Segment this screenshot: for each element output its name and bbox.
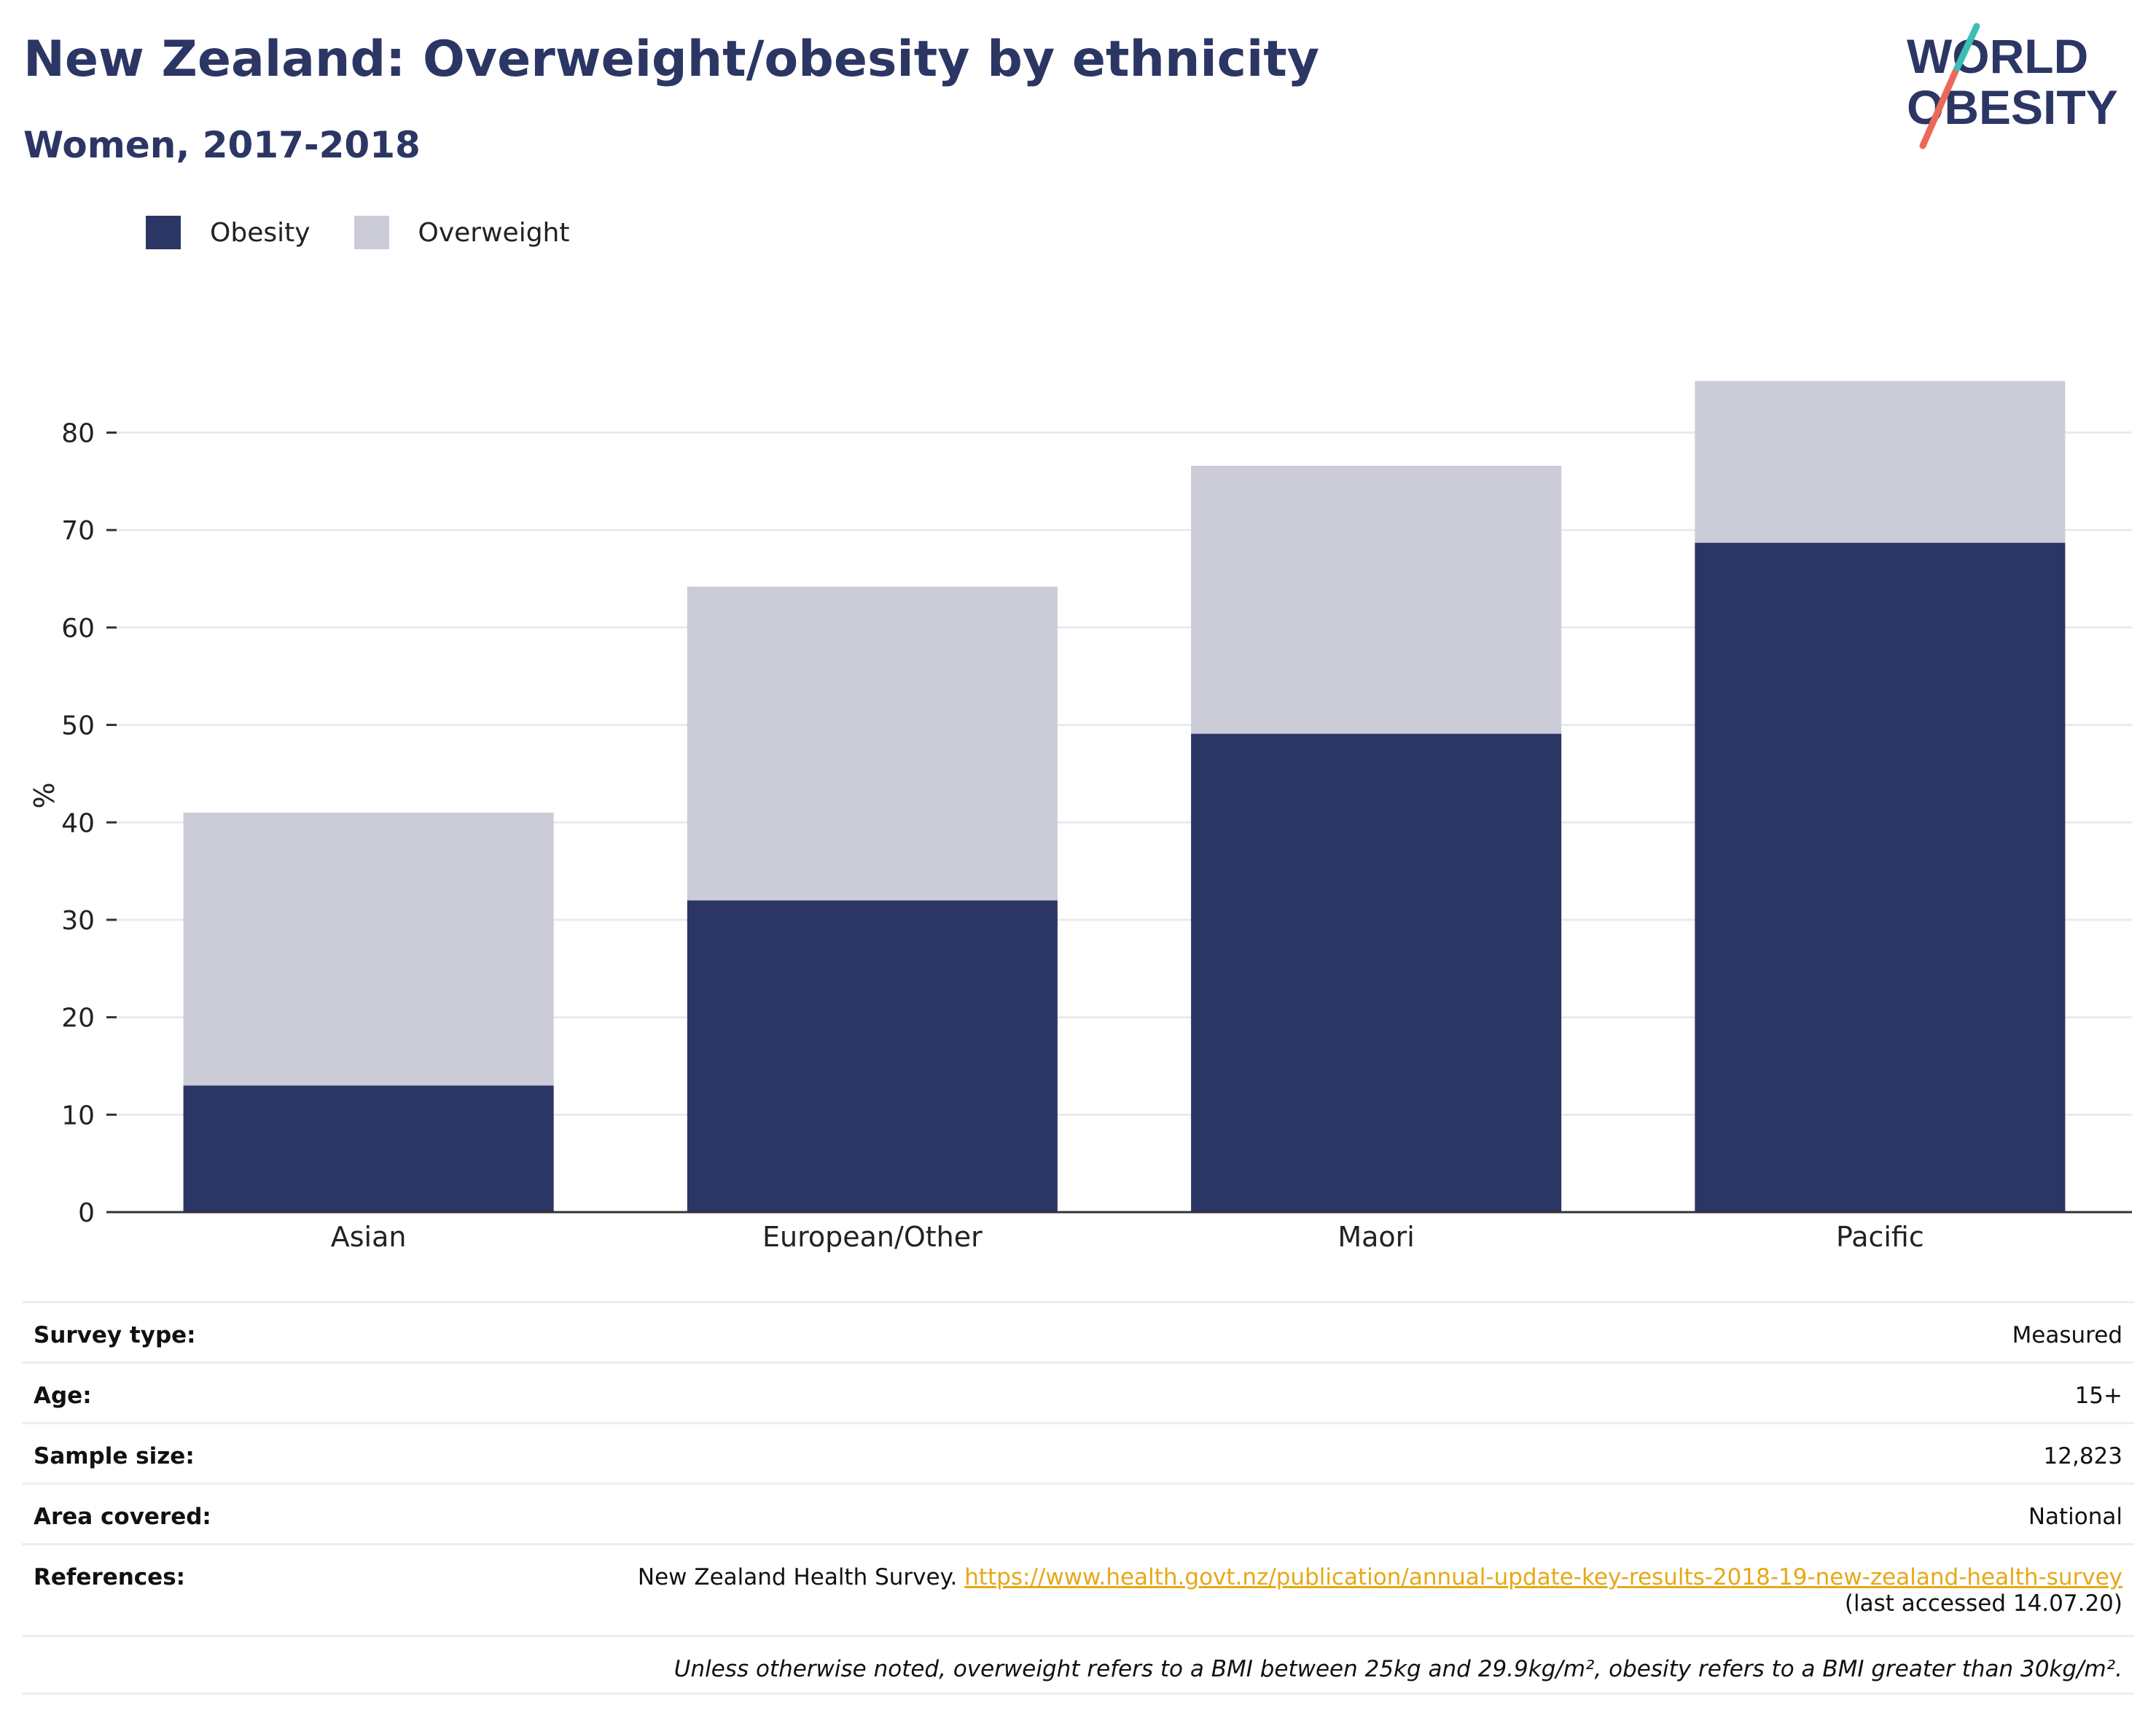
legend-item-obesity[interactable]: Obesity [146, 216, 310, 249]
y-tick-label-20: 20 [61, 1004, 95, 1034]
survey-type-label: Survey type: [34, 1322, 196, 1348]
y-tick-label-70: 70 [61, 516, 95, 546]
references-value: New Zealand Health Survey. https://www.h… [638, 1564, 2122, 1617]
y-tick-label-30: 30 [61, 906, 95, 936]
info-row-references: References: New Zealand Health Survey. h… [22, 1543, 2134, 1635]
bar-obesity-european-other [687, 900, 1058, 1212]
age-value: 15+ [2074, 1383, 2122, 1409]
stacked-bar-chart: 0 10 20 30 40 50 60 70 80% Asian European/Other Mao… [28, 380, 2132, 1253]
info-row-age: Age: 15+ [22, 1362, 2134, 1422]
references-accessed: (last accessed 14.07.20) [1844, 1590, 2122, 1617]
bar-overweight-european-other [687, 586, 1058, 901]
area-label: Area covered: [34, 1504, 211, 1530]
y-tick-label-50: 50 [61, 711, 95, 741]
legend-swatch-obesity [146, 216, 181, 249]
bar-overweight-asian [183, 812, 554, 1086]
sample-size-value: 12,823 [2043, 1443, 2122, 1469]
bar-obesity-asian [183, 1085, 554, 1212]
chart-title: New Zealand: Overweight/obesity by ethni… [23, 31, 1320, 88]
y-axis-label: % [28, 782, 60, 808]
x-tick-label-asian: Asian [331, 1221, 407, 1253]
legend-label-obesity: Obesity [210, 217, 310, 248]
chart-legend: Obesity Overweight [146, 216, 613, 249]
info-row-note: Unless otherwise noted, overweight refer… [22, 1635, 2134, 1695]
references-link[interactable]: https://www.health.govt.nz/publication/a… [964, 1564, 2122, 1590]
x-tick-label-european-other: European/Other [762, 1221, 983, 1253]
logo-line1: WORLD [1907, 29, 2088, 83]
bar-obesity-pacific [1695, 542, 2066, 1212]
info-row-survey-type: Survey type: Measured [22, 1301, 2134, 1362]
chart-subtitle: Women, 2017-2018 [23, 124, 421, 166]
age-label: Age: [34, 1383, 92, 1409]
bar-overweight-pacific [1695, 380, 2066, 543]
y-tick-label-40: 40 [61, 808, 95, 838]
references-text: New Zealand Health Survey. [637, 1564, 958, 1590]
definition-note: Unless otherwise noted, overweight refer… [673, 1656, 2122, 1682]
info-row-area: Area covered: National [22, 1483, 2134, 1543]
world-obesity-logo: WORLD OBESITY [1907, 23, 2118, 149]
references-label: References: [34, 1564, 186, 1590]
legend-item-overweight[interactable]: Overweight [354, 216, 570, 249]
x-tick-label-pacific: Pacific [1836, 1221, 1924, 1253]
logo-slash-top [1951, 23, 1980, 77]
bar-overweight-maori [1191, 465, 1562, 734]
y-tick-label-80: 80 [61, 419, 95, 449]
y-tick-label-10: 10 [61, 1101, 95, 1130]
logo-slash-bottom [1919, 69, 1958, 149]
sample-size-label: Sample size: [34, 1443, 195, 1469]
x-tick-label-maori: Maori [1337, 1221, 1415, 1253]
info-row-sample-size: Sample size: 12,823 [22, 1422, 2134, 1483]
y-tick-label-60: 60 [61, 614, 95, 644]
bar-obesity-maori [1191, 733, 1562, 1212]
area-value: National [2028, 1504, 2122, 1530]
y-tick-label-0: 0 [78, 1198, 95, 1228]
info-table: Survey type: Measured Age: 15+ Sample si… [22, 1301, 2134, 1695]
legend-label-overweight: Overweight [418, 217, 570, 248]
survey-type-value: Measured [2012, 1322, 2122, 1348]
legend-swatch-overweight [354, 216, 389, 249]
